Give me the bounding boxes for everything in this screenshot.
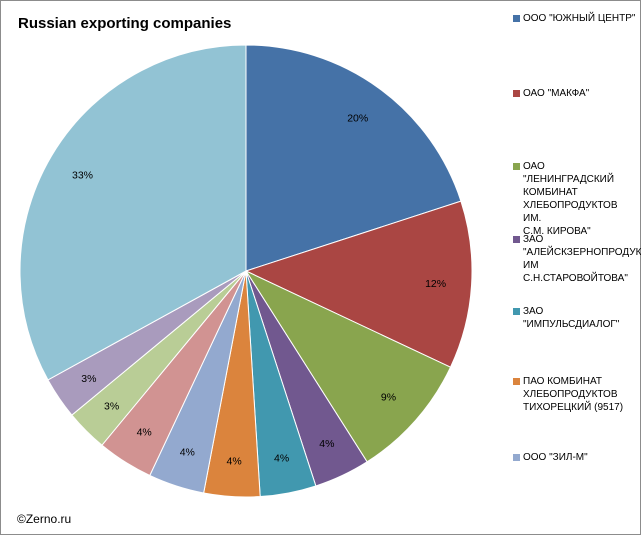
legend-item: ООО "ЮЖНЫЙ ЦЕНТР" bbox=[513, 12, 638, 25]
legend-item: ОАО "ЛЕНИНГРАДСКИЙ КОМБИНАТ ХЛЕБОПРОДУКТ… bbox=[513, 160, 638, 238]
data-label-11: 33% bbox=[72, 169, 93, 181]
legend-swatch bbox=[513, 454, 520, 461]
legend-swatch bbox=[513, 378, 520, 385]
pie-data-labels: 20% 12% 9% 4% 4% 4% 4% 4% 3% 3% 33% bbox=[72, 112, 446, 467]
legend-label: ПАО КОМБИНАТ ХЛЕБОПРОДУКТОВ ТИХОРЕЦКИЙ (… bbox=[523, 376, 624, 413]
legend-item: ЗАО "ИМПУЛЬСДИАЛОГ" bbox=[513, 305, 638, 331]
legend-label: ЗАО "АЛЕЙСКЗЕРНОПРОДУКТ ИМ С.Н.СТАРОВОЙТ… bbox=[523, 234, 641, 284]
data-label-5: 4% bbox=[274, 453, 289, 465]
legend-label: ООО "ЗИЛ-М" bbox=[523, 452, 588, 463]
legend-swatch bbox=[513, 90, 520, 97]
legend-label: ЗАО "ИМПУЛЬСДИАЛОГ" bbox=[523, 306, 620, 330]
legend-item: ОАО "МАКФА" bbox=[513, 87, 638, 100]
data-label-6: 4% bbox=[227, 456, 242, 468]
pie-slice-3 bbox=[244, 269, 452, 463]
legend-label: ОАО "МАКФА" bbox=[523, 88, 590, 99]
data-label-8: 4% bbox=[137, 426, 152, 438]
legend-swatch bbox=[513, 236, 520, 243]
legend-swatch bbox=[513, 308, 520, 315]
data-label-3: 9% bbox=[381, 392, 396, 404]
pie-slice-2 bbox=[244, 200, 473, 368]
data-label-2: 12% bbox=[425, 278, 446, 290]
legend-swatch bbox=[513, 163, 520, 170]
legend-label: ООО "ЮЖНЫЙ ЦЕНТР" bbox=[523, 13, 636, 24]
legend-item: ООО "ЗИЛ-М" bbox=[513, 451, 638, 464]
data-label-4: 4% bbox=[319, 438, 334, 450]
legend-item: ЗАО "АЛЕЙСКЗЕРНОПРОДУКТ ИМ С.Н.СТАРОВОЙТ… bbox=[513, 233, 641, 285]
data-label-7: 4% bbox=[180, 447, 195, 459]
source-note: ©Zerno.ru bbox=[17, 512, 72, 526]
pie-slice-1 bbox=[245, 44, 462, 272]
pie-slices bbox=[19, 44, 473, 498]
data-label-10: 3% bbox=[81, 373, 96, 385]
legend-item: ПАО КОМБИНАТ ХЛЕБОПРОДУКТОВ ТИХОРЕЦКИЙ (… bbox=[513, 375, 638, 414]
legend-swatch bbox=[513, 15, 520, 22]
legend-label: ОАО "ЛЕНИНГРАДСКИЙ КОМБИНАТ ХЛЕБОПРОДУКТ… bbox=[523, 161, 618, 237]
pie-slice-11 bbox=[19, 44, 247, 381]
data-label-9: 3% bbox=[104, 400, 119, 412]
chart-title: Russian exporting companies bbox=[18, 15, 232, 32]
data-label-1: 20% bbox=[347, 112, 368, 124]
